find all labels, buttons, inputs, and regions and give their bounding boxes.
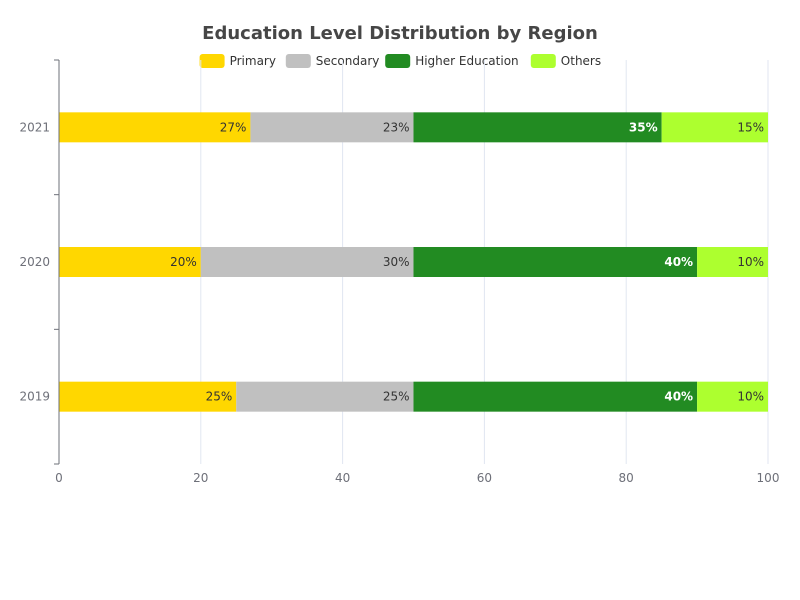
bars: 25% 25% 40% 10% 20% 30% 40% 10% 27% 23% 35% 15% — [59, 112, 768, 412]
legend-swatch — [285, 54, 311, 68]
data-label: 35% — [629, 120, 658, 134]
bar-segment[interactable] — [59, 112, 251, 143]
legend-label: Primary — [230, 54, 276, 68]
data-label: 23% — [383, 120, 410, 134]
x-tick-label: 20 — [193, 471, 208, 485]
data-label: 27% — [220, 120, 247, 134]
chart-title: Education Level Distribution by Region — [202, 23, 598, 44]
x-tick-label: 80 — [619, 471, 634, 485]
data-label: 40% — [664, 255, 693, 269]
bar-segment[interactable] — [59, 381, 237, 412]
axes: 2019 2020 2021 0 20 40 60 80 100 — [19, 59, 780, 485]
bar-segment[interactable] — [413, 247, 698, 277]
bar-segment[interactable] — [413, 381, 698, 412]
data-label: 25% — [206, 390, 233, 404]
y-tick-label: 2019 — [19, 390, 50, 404]
legend-item[interactable]: Others — [530, 54, 601, 68]
legend-label: Others — [561, 54, 601, 68]
bar-segment[interactable] — [200, 247, 414, 277]
bar-segment[interactable] — [236, 381, 414, 412]
legend: Primary Secondary Higher Education Others — [199, 54, 601, 68]
bar-segment[interactable] — [250, 112, 414, 143]
data-label: 40% — [664, 390, 693, 404]
data-label: 10% — [737, 390, 764, 404]
legend-swatch — [385, 54, 411, 68]
legend-item[interactable]: Higher Education — [385, 54, 519, 68]
x-tick-label: 40 — [335, 471, 350, 485]
legend-swatch — [199, 54, 225, 68]
y-tick-label: 2021 — [19, 120, 50, 134]
legend-item[interactable]: Primary — [199, 54, 276, 68]
data-label: 15% — [737, 120, 764, 134]
data-label: 25% — [383, 390, 410, 404]
x-tick-label: 100 — [757, 471, 780, 485]
legend-label: Higher Education — [415, 54, 518, 68]
y-tick-label: 2020 — [19, 255, 50, 269]
x-tick-label: 60 — [477, 471, 492, 485]
bar-segment[interactable] — [697, 381, 768, 412]
data-label: 20% — [170, 255, 197, 269]
data-label: 30% — [383, 255, 410, 269]
legend-label: Secondary — [316, 54, 380, 68]
bar-segment[interactable] — [697, 247, 768, 277]
bar-segment[interactable] — [59, 247, 201, 277]
legend-item[interactable]: Secondary — [285, 54, 380, 68]
legend-swatch — [530, 54, 556, 68]
bar-segment[interactable] — [661, 112, 768, 143]
x-tick-label: 0 — [55, 471, 63, 485]
data-label: 10% — [737, 255, 764, 269]
bar-segment[interactable] — [413, 112, 662, 143]
